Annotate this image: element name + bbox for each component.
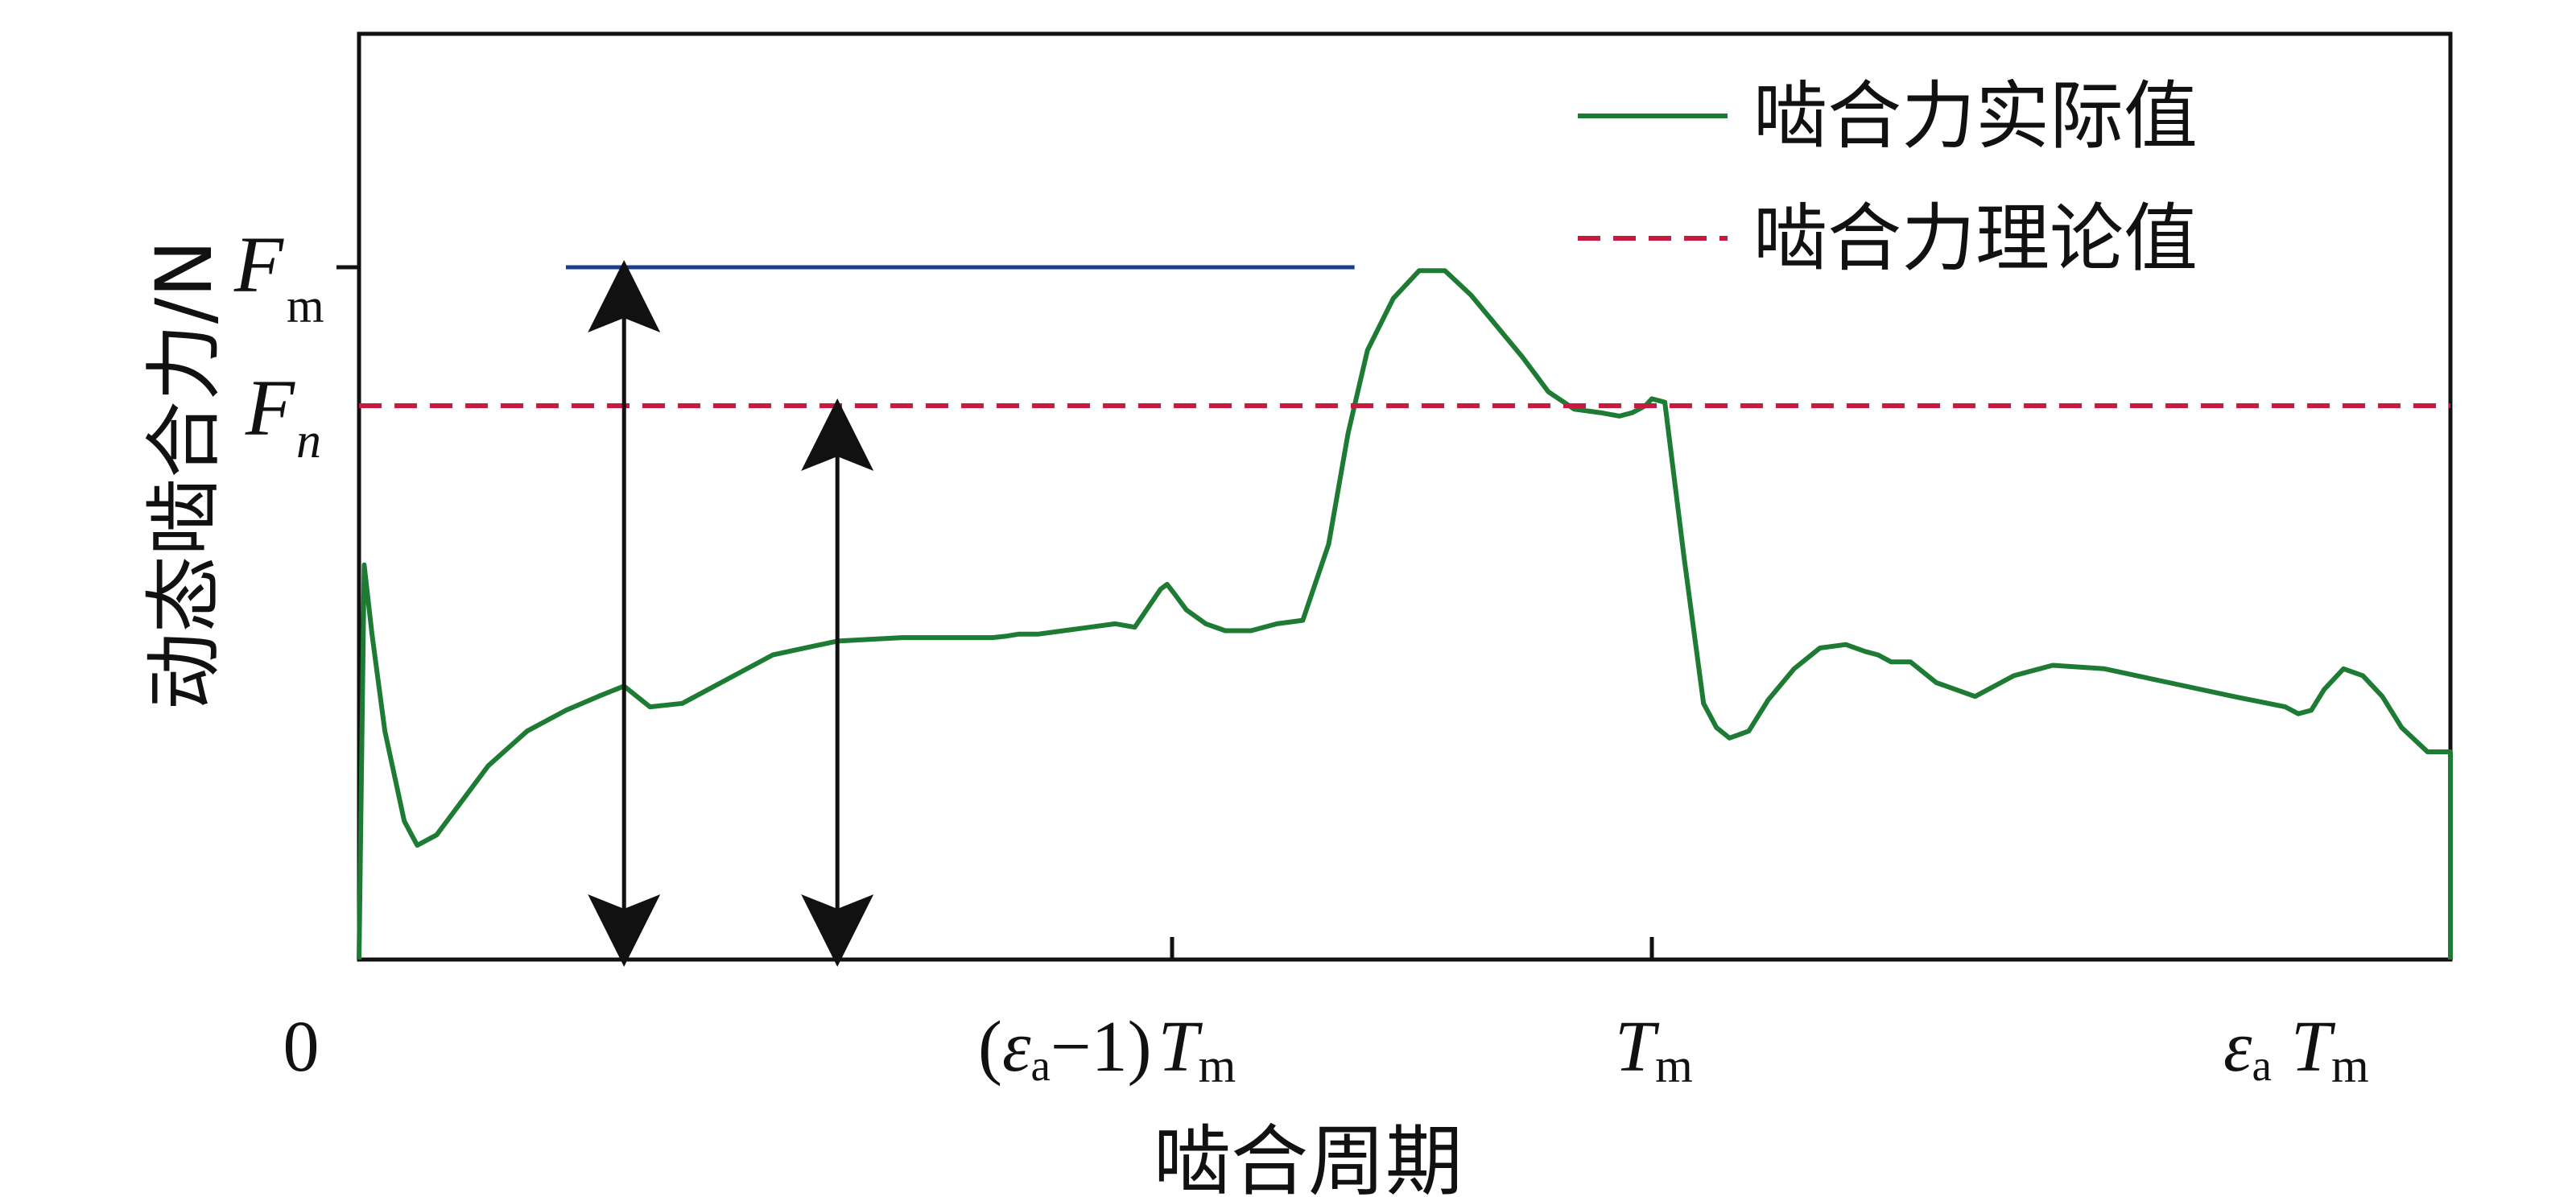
x-tick-label-eatm-sub-m: m [2331, 1039, 2369, 1092]
x-tick-label-ea-sub-a: a [1030, 1041, 1050, 1090]
x-tick-label-tm-sub-m: m [1655, 1039, 1693, 1092]
y-tick-label-fm-sub: m [287, 279, 324, 332]
x-tick-label-ea-sub-m: m [1199, 1039, 1236, 1092]
x-tick-label-zero: 0 [283, 1007, 320, 1087]
y-axis-label: 动态啮合力/N [139, 240, 229, 710]
legend: 啮合力实际值 啮合力理论值 [1578, 73, 2198, 282]
y-tick-label-fn-sub: n [296, 414, 321, 468]
x-tick-label-eatm-sub-a: a [2252, 1041, 2271, 1090]
x-tick-label-tm-T: T [1615, 1007, 1660, 1087]
x-tick-label-ea-open-paren: ( [978, 1007, 1002, 1087]
plot-frame [357, 31, 2453, 962]
x-tick-label-eatm-epsilon: ε [2223, 1007, 2252, 1087]
x-tick-label-ea-tm: εa Tm [2223, 1007, 2369, 1092]
x-axis-label: 啮合周期 [1154, 1117, 1463, 1197]
series-layer [357, 268, 2453, 960]
x-tick-label-tm: Tm [1615, 1007, 1693, 1092]
annotation-layer [565, 260, 1355, 967]
x-tick-label-eatm-T: T [2291, 1007, 2336, 1087]
legend-label-theory: 啮合力理论值 [1753, 196, 2198, 282]
series-line-actual [357, 268, 2453, 960]
x-tick-label-ea-T: T [1158, 1007, 1203, 1087]
y-tick-label-fn: F [245, 363, 295, 452]
x-tick-label-ea-minus-one: −1) [1051, 1007, 1152, 1087]
x-tick-label-ea-epsilon: ε [1002, 1007, 1031, 1087]
x-tick-label-ea-minus-1: (εa−1)Tm [978, 1007, 1236, 1092]
y-tick-label-fm: F [233, 220, 284, 309]
legend-label-actual: 啮合力实际值 [1753, 73, 2198, 159]
